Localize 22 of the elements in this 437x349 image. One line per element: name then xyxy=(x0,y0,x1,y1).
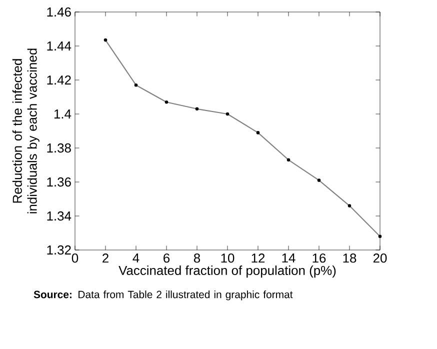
y-tick-label: 1.38 xyxy=(47,143,71,153)
y-tick-label: 1.4 xyxy=(54,110,72,118)
x-tick-label: 10 xyxy=(221,254,234,263)
x-axis-title: Vaccinated fraction of population (p%) xyxy=(118,266,336,278)
x-tick-label: 20 xyxy=(373,254,387,263)
x-tick-label: 12 xyxy=(252,254,265,263)
y-tick-label: 1.42 xyxy=(47,75,71,85)
x-tick-label: 8 xyxy=(194,254,200,263)
x-tick-label: 14 xyxy=(282,254,296,262)
y-tick-label: 1.36 xyxy=(47,177,71,187)
x-tick-label: 0 xyxy=(72,254,78,263)
y-tick-label: 1.32 xyxy=(47,245,71,255)
x-tick-label: 6 xyxy=(164,254,170,263)
x-tick-label: 4 xyxy=(132,254,140,262)
y-tick-label: 1.44 xyxy=(47,42,72,50)
text: Source: Data from Table 2 illustrated in graphic format xyxy=(34,290,293,300)
y-axis-title: Reduction of the infected individuals by each vaccined xyxy=(12,48,40,214)
y-tick-label: 1.46 xyxy=(47,7,71,17)
x-tick-label: 16 xyxy=(312,254,326,263)
y-tick-label: 1.34 xyxy=(47,211,72,221)
x-tick-label: 2 xyxy=(102,254,108,263)
x-tick-label: 18 xyxy=(343,254,356,263)
